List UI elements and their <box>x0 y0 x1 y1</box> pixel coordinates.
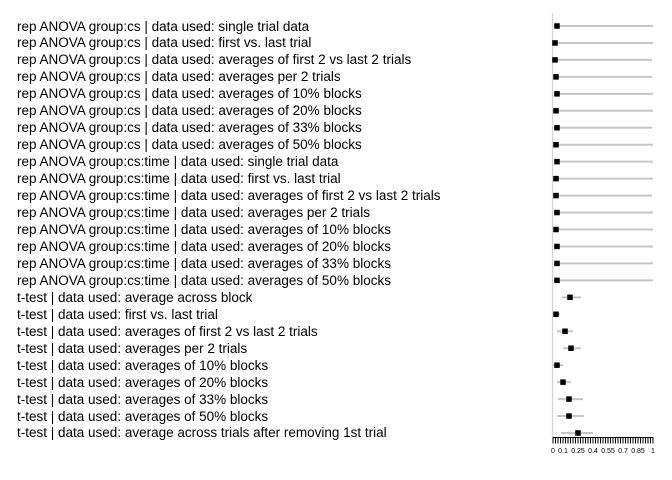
x-axis-tick-label: 0.1 <box>558 448 568 455</box>
point-marker <box>554 91 560 97</box>
point-marker <box>567 294 573 301</box>
point-marker <box>553 108 559 114</box>
point-marker <box>554 243 560 250</box>
point-marker <box>553 226 559 233</box>
x-axis-tick-label: 0.7 <box>618 448 628 455</box>
row-label: rep ANOVA group:cs | data used: averages… <box>17 86 362 102</box>
row-label: t-test | data used: averages of 10% bloc… <box>17 357 269 373</box>
point-marker <box>566 413 572 419</box>
x-axis-tick-label: 1 <box>651 448 655 455</box>
point-marker <box>553 192 559 199</box>
row-label: t-test | data used: average across trial… <box>17 425 387 441</box>
point-marker <box>553 74 559 80</box>
row-label: rep ANOVA group:cs | data used: averages… <box>17 52 412 68</box>
x-axis-tick-label: 0.55 <box>601 448 615 455</box>
point-marker <box>552 57 558 63</box>
row-label: rep ANOVA group:cs:time | data used: ave… <box>17 255 391 271</box>
point-marker <box>566 396 572 402</box>
row-label: t-test | data used: averages of 33% bloc… <box>17 391 269 407</box>
point-marker <box>553 141 559 148</box>
row-label: t-test | data used: averages of 50% bloc… <box>17 408 269 424</box>
row-label: t-test | data used: averages of 20% bloc… <box>17 374 269 390</box>
row-label: rep ANOVA group:cs:time | data used: ave… <box>17 221 391 237</box>
row-label: t-test | data used: averages of first 2 … <box>17 323 318 339</box>
row-label: rep ANOVA group:cs | data used: averages… <box>17 103 362 119</box>
point-marker <box>562 328 568 334</box>
point-marker <box>553 311 559 318</box>
point-marker <box>554 23 560 29</box>
row-label: rep ANOVA group:cs | data used: first vs… <box>17 35 312 51</box>
row-label: t-test | data used: first vs. last trial <box>17 306 218 322</box>
point-marker <box>553 175 559 182</box>
x-axis-tick-label: 0.4 <box>588 448 598 455</box>
row-label: rep ANOVA group:cs:time | data used: ave… <box>17 188 441 204</box>
point-marker <box>554 362 560 368</box>
point-marker <box>554 158 560 165</box>
x-axis-tick-label: 0.85 <box>631 448 645 455</box>
point-marker <box>552 40 558 46</box>
row-label: rep ANOVA group:cs:time | data used: ave… <box>17 238 391 254</box>
x-axis-tick-label: 0 <box>551 448 555 455</box>
point-marker <box>554 209 560 216</box>
row-label: rep ANOVA group:cs | data used: averages… <box>17 69 341 85</box>
row-label: rep ANOVA group:cs:time | data used: sin… <box>17 154 339 170</box>
x-axis-tick-label: 0.25 <box>571 448 585 455</box>
row-label: rep ANOVA group:cs | data used: averages… <box>17 137 362 153</box>
point-marker <box>554 277 560 284</box>
point-marker <box>575 430 581 436</box>
point-marker <box>554 124 560 131</box>
row-label: rep ANOVA group:cs:time | data used: ave… <box>17 272 391 288</box>
row-label: rep ANOVA group:cs:time | data used: ave… <box>17 205 370 221</box>
point-marker <box>568 345 574 351</box>
point-marker <box>554 260 560 267</box>
row-label: t-test | data used: averages per 2 trial… <box>17 340 248 356</box>
row-label: rep ANOVA group:cs | data used: averages… <box>17 120 362 136</box>
point-marker <box>560 379 566 385</box>
row-label: rep ANOVA group:cs | data used: single t… <box>17 18 310 34</box>
row-label: rep ANOVA group:cs:time | data used: fir… <box>17 171 341 187</box>
row-label: t-test | data used: average across block <box>17 289 253 305</box>
